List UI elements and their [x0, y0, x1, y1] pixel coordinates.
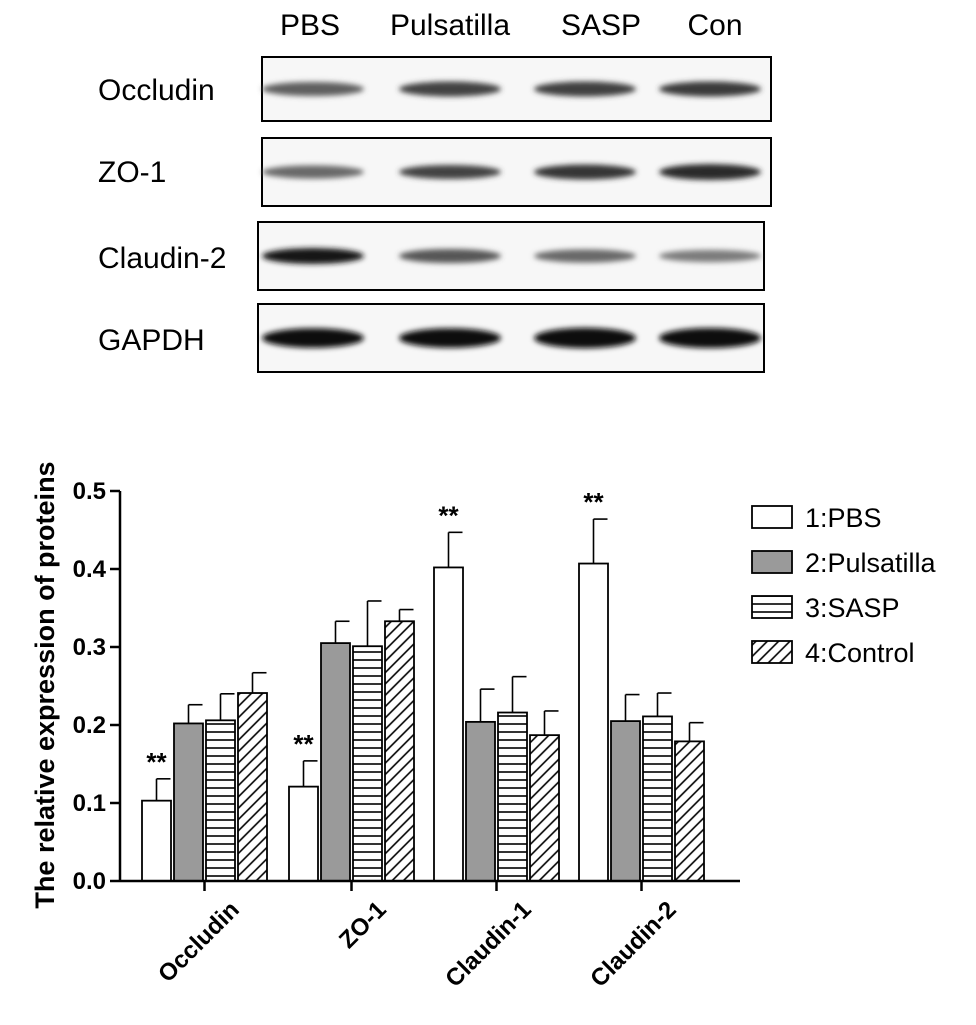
lane-label-3: Con — [687, 9, 742, 42]
blot-row-label: Occludin — [98, 74, 215, 107]
blot-row-zo-1: ZO-1 — [98, 137, 772, 207]
x-tick-label: Occludin — [153, 896, 245, 988]
legend-label: 1:PBS — [805, 503, 882, 533]
lane-label-0: PBS — [280, 9, 340, 42]
legend-item-3: 3:SASP — [751, 593, 900, 623]
bar — [674, 740, 705, 882]
legend-swatch — [751, 550, 793, 574]
bar — [205, 719, 236, 882]
bar — [237, 692, 268, 882]
bar — [320, 642, 351, 882]
y-tick-label: 0.4 — [73, 556, 107, 583]
bar — [173, 722, 204, 882]
blot-band — [659, 327, 761, 349]
bar — [642, 715, 673, 882]
blot-row-label: Claudin-2 — [98, 242, 226, 275]
y-tick-label: 0.5 — [73, 478, 106, 505]
bar — [610, 720, 641, 882]
bar — [529, 734, 560, 882]
bar — [141, 799, 172, 882]
blot-band — [262, 248, 364, 264]
legend-item-4: 4:Control — [751, 638, 915, 668]
blot-band — [659, 249, 761, 263]
x-tick-label: Claudin-2 — [585, 896, 681, 992]
bar-group-zo-1 — [288, 600, 415, 882]
bar-group-claudin-1 — [433, 531, 560, 882]
bar — [433, 566, 464, 882]
blot-band — [659, 164, 761, 180]
significance-marker: ** — [293, 729, 314, 759]
blot-band — [534, 164, 636, 180]
bar-group-claudin-2 — [578, 518, 705, 882]
bar — [288, 785, 319, 882]
blot-band — [262, 328, 364, 348]
blot-band — [534, 249, 636, 263]
legend-swatch — [751, 640, 793, 664]
lane-label-1: Pulsatilla — [390, 9, 510, 42]
legend-item-2: 2:Pulsatilla — [751, 548, 937, 578]
legend-item-1: 1:PBS — [751, 503, 882, 533]
y-tick-label: 0.0 — [73, 868, 106, 895]
y-tick-label: 0.3 — [73, 634, 106, 661]
western-blot-panel: PBS Pulsatilla SASP Con Occludin ZO-1 Claudin… — [98, 9, 772, 373]
y-tick-label: 0.1 — [73, 790, 106, 817]
significance-marker: ** — [438, 500, 459, 530]
blot-band — [659, 81, 761, 97]
y-axis-label: The relative expression of proteins — [30, 461, 60, 908]
y-tick-label: 0.2 — [73, 712, 106, 739]
blot-row-gapdh: GAPDH — [98, 303, 765, 373]
blot-row-label: ZO-1 — [98, 156, 166, 189]
blot-band — [399, 81, 501, 97]
bar — [465, 720, 496, 882]
blot-band — [534, 327, 636, 349]
blot-row-label: GAPDH — [98, 324, 205, 357]
blot-band — [262, 165, 364, 179]
legend-label: 2:Pulsatilla — [805, 548, 937, 578]
x-tick-label: ZO-1 — [334, 896, 392, 954]
bar — [384, 620, 415, 882]
bar — [578, 562, 609, 882]
legend-label: 4:Control — [805, 638, 915, 668]
bar-chart: The relative expression of proteins 0.0 0… — [30, 461, 937, 992]
significance-marker: ** — [146, 747, 167, 777]
legend-swatch — [751, 505, 793, 529]
significance-marker: ** — [583, 487, 604, 517]
blot-band — [399, 248, 501, 264]
x-tick-label: Claudin-1 — [440, 896, 536, 992]
lane-label-2: SASP — [561, 9, 641, 42]
bar — [497, 711, 528, 882]
bar-group-occludin — [141, 671, 268, 882]
legend-label: 3:SASP — [805, 593, 900, 623]
bar — [352, 645, 383, 882]
blot-row-occludin: Occludin — [98, 56, 772, 122]
blot-band — [399, 328, 501, 348]
blot-band — [399, 164, 501, 180]
blot-band — [534, 81, 636, 97]
legend-swatch — [751, 595, 793, 619]
blot-band — [262, 81, 364, 97]
blot-row-claudin-2: Claudin-2 — [98, 221, 765, 291]
